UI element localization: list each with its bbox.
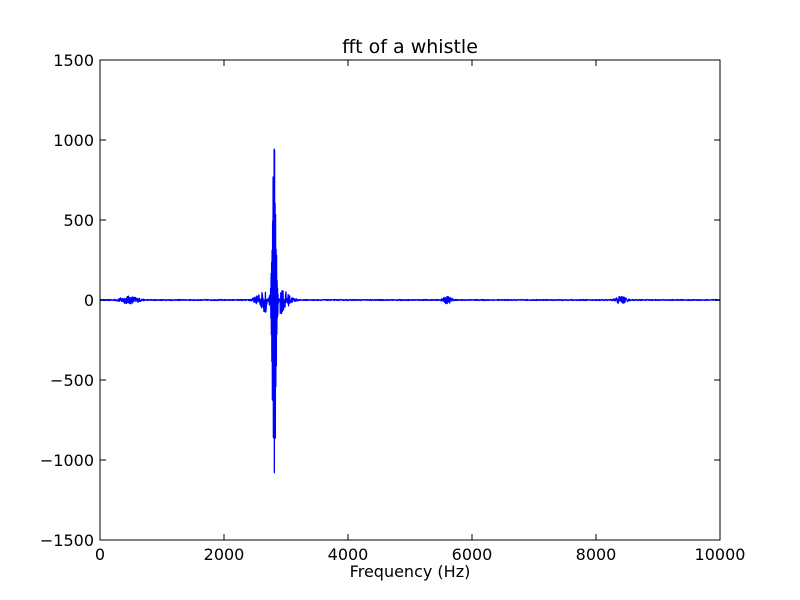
- y-tick-label: −1500: [40, 531, 94, 550]
- y-tick-label: 1000: [53, 131, 94, 150]
- fft-series-line: [99, 148, 721, 474]
- x-tick-label: 2000: [204, 545, 245, 564]
- x-tick-label: 4000: [328, 545, 369, 564]
- y-tick-label: 1500: [53, 51, 94, 70]
- x-tick-label: 8000: [576, 545, 617, 564]
- x-tick-label: 10000: [695, 545, 746, 564]
- y-tick-label: 0: [84, 291, 94, 310]
- x-tick-label: 0: [95, 545, 105, 564]
- y-tick-label: 500: [63, 211, 94, 230]
- y-tick-label: −500: [50, 371, 94, 390]
- x-axis-label: Frequency (Hz): [350, 562, 471, 581]
- chart-title: fft of a whistle: [342, 36, 478, 58]
- y-tick-label: −1000: [40, 451, 94, 470]
- x-tick-label: 6000: [452, 545, 493, 564]
- plot-area: [99, 59, 721, 541]
